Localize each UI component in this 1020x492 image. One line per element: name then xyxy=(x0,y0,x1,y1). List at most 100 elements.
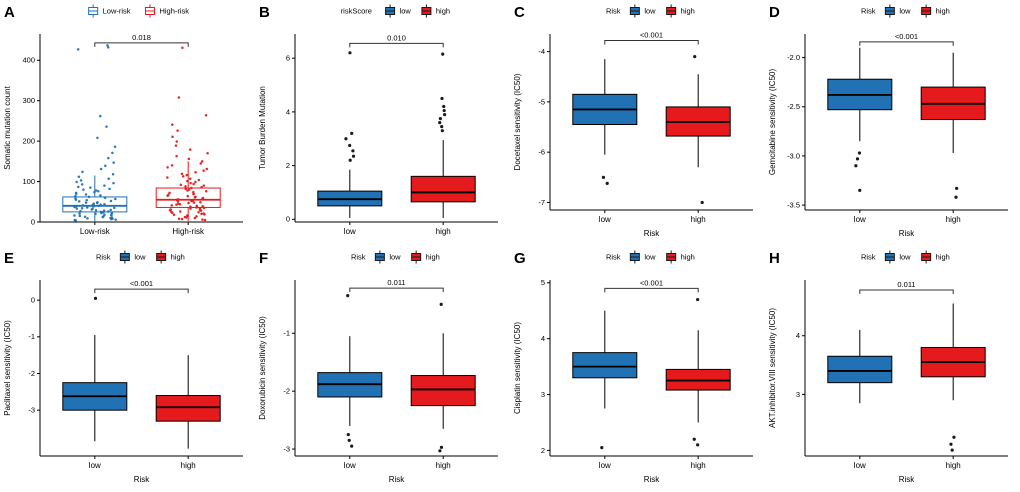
y-axis-label: Paclitaxel sensitivity (IC50) xyxy=(3,320,12,416)
data-point xyxy=(86,217,89,220)
outlier-point xyxy=(348,143,352,148)
outlier-points-high xyxy=(438,52,447,133)
x-category-label: high xyxy=(181,461,196,470)
p-value: 0.018 xyxy=(132,33,151,42)
panel-f-plot: F Risk low high -3 -2 -1 low high Risk Doxorubicin… xyxy=(258,250,498,484)
legend-key-high: high xyxy=(921,250,950,264)
data-point xyxy=(201,218,204,221)
x-axis-label: Risk xyxy=(899,229,916,238)
legend-key-high: high xyxy=(156,250,185,264)
data-point xyxy=(189,181,192,185)
y-tick-label: -3 xyxy=(28,406,35,415)
data-point xyxy=(81,204,85,207)
panel-c: C Risk low high -7 -6 -5 -4 low high Risk Docetaxel… xyxy=(510,0,765,246)
y-tick-label: -3.5 xyxy=(787,200,800,209)
outlier-point xyxy=(346,294,350,298)
data-point xyxy=(192,192,195,196)
data-point xyxy=(112,161,115,164)
legend-key-low: low xyxy=(884,250,911,264)
data-point xyxy=(180,172,184,176)
data-point xyxy=(87,195,91,199)
x-category-label: high xyxy=(946,215,961,224)
data-point xyxy=(177,217,181,221)
data-point xyxy=(181,175,185,178)
y-tick-label: 2 xyxy=(541,446,545,455)
outlier-points-high xyxy=(692,297,700,447)
outlier-point xyxy=(601,175,606,179)
outlier-points-high xyxy=(954,186,959,199)
data-point xyxy=(204,114,208,117)
legend-key-high: high xyxy=(666,250,695,264)
data-point xyxy=(106,46,110,49)
data-point xyxy=(187,157,191,161)
y-axis-label: Somatic mutation count xyxy=(3,85,12,169)
data-point xyxy=(93,190,96,194)
y-tick-label: 200 xyxy=(22,137,35,146)
y-axis-label: Docetaxel sensitivity (IC50) xyxy=(513,73,522,170)
data-point xyxy=(104,164,107,168)
data-point xyxy=(107,210,110,213)
panel-c-plot: C Risk low high -7 -6 -5 -4 low high Risk Docetaxel… xyxy=(513,4,753,238)
outlier-points-high xyxy=(949,435,956,452)
y-axis-label: Tumor Burden Mutation xyxy=(258,86,267,170)
outlier-point xyxy=(443,112,447,117)
x-category-label: high xyxy=(946,461,961,470)
boxplot-high xyxy=(155,355,221,449)
outlier-point xyxy=(954,195,958,199)
y-axis-label: Doxorubicin sensitivity (IC50) xyxy=(258,316,267,420)
boxplot-low xyxy=(62,296,128,442)
boxplot-high xyxy=(155,46,221,222)
axes: 2 3 4 5 low high Risk xyxy=(541,278,753,484)
p-value: <0.001 xyxy=(130,279,153,288)
x-category-label: High-risk xyxy=(172,227,205,236)
x-axis-label: Risk xyxy=(899,475,916,484)
data-point xyxy=(203,213,206,216)
p-value: 0.010 xyxy=(387,33,406,42)
boxplot-high xyxy=(410,52,476,218)
data-point xyxy=(99,167,103,171)
significance-bracket: 0.011 xyxy=(859,280,954,294)
outlier-points-low xyxy=(344,51,356,162)
legend-label: low xyxy=(134,253,146,262)
axes: -3 -2 -1 0 low high Risk xyxy=(28,280,243,484)
data-point xyxy=(193,196,197,199)
panel-g: G Risk low high 2 3 4 5 low high Risk Cisplatin sen… xyxy=(510,246,765,492)
y-tick-label: -3.0 xyxy=(787,151,800,160)
data-point xyxy=(103,184,106,187)
data-point xyxy=(184,187,187,191)
boxplot-high xyxy=(920,52,986,199)
data-point xyxy=(82,188,85,191)
panel-a-plot: A Low-risk High-risk 0 100 200 300 400 Low-risk H… xyxy=(3,4,243,236)
data-point xyxy=(170,164,174,167)
jitter-points-low xyxy=(73,44,117,222)
significance-bracket: 0.018 xyxy=(94,33,189,47)
data-point xyxy=(171,123,174,126)
y-axis-label: Gemcitabine sensitivity (IC50) xyxy=(768,69,777,176)
axes: -3 -2 -1 low high Risk xyxy=(283,280,498,484)
y-tick-label: 2 xyxy=(286,161,290,170)
x-axis-label: Risk xyxy=(644,229,661,238)
boxplot-low xyxy=(827,47,893,192)
outlier-point xyxy=(692,437,696,441)
data-point xyxy=(189,205,192,208)
bracket-line xyxy=(94,288,189,294)
outlier-point xyxy=(700,200,704,205)
p-value: <0.001 xyxy=(895,32,918,41)
bracket-line xyxy=(604,287,699,293)
y-axis-label: AKT.inhibitor.VIII sensitivity (IC50) xyxy=(768,308,777,428)
data-point xyxy=(78,214,82,218)
data-point xyxy=(195,215,198,218)
data-point xyxy=(106,44,109,47)
data-point xyxy=(193,216,197,220)
outlier-point xyxy=(858,188,862,192)
outlier-point xyxy=(350,444,354,448)
data-point xyxy=(178,202,182,206)
legend-label: high xyxy=(426,253,440,262)
legend-label: low xyxy=(644,7,656,16)
y-tick-label: 4 xyxy=(796,331,800,340)
data-point xyxy=(187,201,190,205)
data-point xyxy=(108,187,111,191)
data-point xyxy=(202,206,206,210)
panel-d-plot: D Risk low high -3.5 -3.0 -2.5 -2.0 low high Risk G… xyxy=(768,4,1008,238)
legend-key-low: low xyxy=(119,250,146,264)
